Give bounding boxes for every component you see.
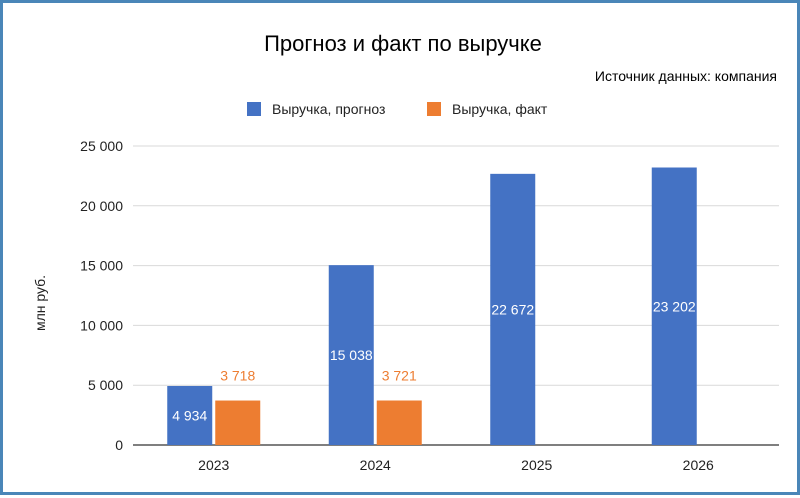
legend: Выручка, прогноз Выручка, факт — [247, 101, 548, 117]
bar-forecast — [651, 167, 697, 445]
legend-label: Выручка, прогноз — [272, 101, 385, 117]
bars — [167, 167, 697, 445]
y-tick-label: 15 000 — [80, 258, 123, 274]
y-tick-label: 25 000 — [80, 138, 123, 154]
data-label: 4 934 — [172, 407, 207, 423]
data-label: 22 672 — [491, 301, 534, 317]
bar-forecast — [167, 385, 213, 445]
data-label: 3 718 — [220, 368, 255, 384]
data-label: 23 202 — [653, 298, 696, 314]
revenue-chart: Прогноз и факт по выручке Источник данны… — [32, 31, 779, 473]
legend-swatch — [427, 102, 441, 116]
x-tick-label: 2026 — [683, 457, 714, 473]
y-tick-label: 20 000 — [80, 198, 123, 214]
bar-forecast — [490, 173, 536, 445]
bar-actual — [215, 400, 261, 445]
x-tick-label: 2025 — [521, 457, 552, 473]
y-tick-label: 10 000 — [80, 317, 123, 333]
data-labels: 4 934 3 718 15 038 3 721 22 672 23 202 — [171, 297, 698, 425]
x-axis-ticks: 2023 2024 2025 2026 — [198, 457, 714, 473]
y-tick-label: 0 — [115, 437, 123, 453]
bar-forecast — [328, 265, 374, 445]
y-tick-label: 5 000 — [88, 377, 123, 393]
x-tick-label: 2024 — [360, 457, 391, 473]
legend-label: Выручка, факт — [452, 101, 548, 117]
x-tick-label: 2023 — [198, 457, 229, 473]
y-axis-label: млн руб. — [32, 275, 48, 331]
chart-title: Прогноз и факт по выручке — [264, 31, 542, 56]
chart-subtitle: Источник данных: компания — [595, 68, 777, 84]
y-axis-ticks: 0 5 000 10 000 15 000 20 000 25 000 — [80, 138, 123, 453]
data-label: 15 038 — [330, 347, 373, 363]
legend-swatch — [247, 102, 261, 116]
data-label: 3 721 — [382, 367, 417, 383]
bar-actual — [376, 400, 422, 445]
